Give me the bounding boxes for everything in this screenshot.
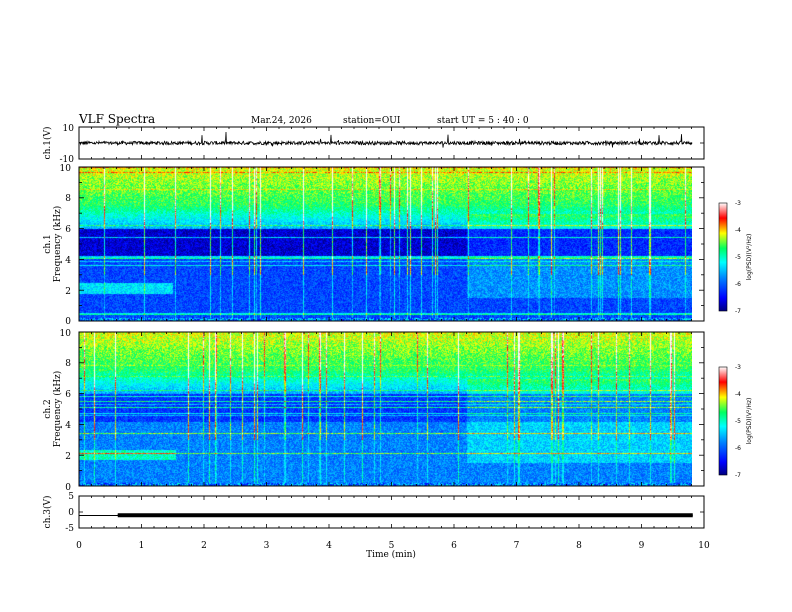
x-axis-label: Time (min): [366, 549, 416, 560]
ch3-ytick: 5: [68, 492, 74, 502]
x-tick-label: 4: [326, 541, 332, 551]
ch2-spec-ytick: 2: [65, 452, 71, 462]
date-label: Mar.24, 2026: [251, 116, 312, 126]
x-tick-label: 2: [201, 541, 207, 551]
ch1-cbar-tick: -6: [735, 281, 741, 288]
x-tick-label: 7: [514, 541, 520, 551]
ch2-frequency-ylabel: Frequency (kHz): [52, 371, 63, 448]
ch1-waveform-ylabel: ch.1(V): [42, 127, 53, 160]
ch1-spectrogram-image: [79, 167, 692, 321]
ch2-cbar-tick: -5: [735, 418, 741, 425]
ch2-colorbar-label: log(PSD)(V²/Hz): [746, 398, 753, 445]
ch1-frequency-ylabel: Frequency (kHz): [52, 206, 63, 283]
x-tick-label: 6: [451, 541, 457, 551]
ch1-colorbar-label: log(PSD)(V²/Hz): [746, 234, 753, 281]
ch2-spec-ytick: 10: [60, 329, 72, 339]
figure-title: VLF Spectra: [78, 112, 155, 126]
ch3-ytick: -5: [65, 524, 74, 534]
ch2-cbar-tick: -6: [735, 445, 741, 452]
ch1-spec-ytick: 10: [60, 164, 72, 174]
x-tick-label: 8: [576, 541, 582, 551]
x-tick-label: 9: [639, 541, 645, 551]
ch1-channel-label: ch.1: [43, 234, 53, 253]
ch2-spec-ytick: 8: [65, 359, 71, 369]
ch2-spectrogram-panel: 0 2 4 6 8 10 ch.2 Frequency (kHz): [43, 329, 704, 493]
start-time-label: start UT = 5 : 40 : 0: [437, 116, 529, 126]
ch2-spec-ytick: 6: [65, 390, 71, 400]
x-tick-label: 1: [139, 541, 145, 551]
ch2-spectrogram-image: [79, 332, 692, 486]
ch3-ytick: 0: [68, 508, 74, 518]
vlf-spectra-figure: VLF Spectra Mar.24, 2026 station=OUI sta…: [0, 0, 792, 612]
ch3-waveform-ylabel: ch.3(V): [42, 496, 53, 529]
station-label: station=OUI: [343, 116, 401, 126]
ch1-colorbar: -3 -4 -5 -6 -7 log(PSD)(V²/Hz): [719, 200, 753, 315]
ch1-ytick-top: 10: [63, 124, 75, 134]
x-tick-label: 10: [698, 541, 710, 551]
ch1-spec-ytick: 0: [65, 317, 71, 327]
ch1-spec-ytick: 4: [65, 256, 71, 266]
ch2-cbar-tick: -4: [735, 391, 741, 398]
x-axis: 0 1 2 3 4 5 6 7 8 9 10 Time (min): [76, 541, 710, 560]
ch1-cbar-tick: -5: [735, 254, 741, 261]
ch2-colorbar: -3 -4 -5 -6 -7 log(PSD)(V²/Hz): [719, 364, 753, 479]
ch1-cbar-tick: -4: [735, 227, 741, 234]
ch1-spec-ytick: 6: [65, 225, 71, 235]
x-tick-label: 0: [76, 541, 82, 551]
ch1-cbar-tick: -7: [735, 308, 741, 315]
ch1-cbar-tick: -3: [735, 200, 741, 207]
ch1-spec-ytick: 8: [65, 194, 71, 204]
ch2-spec-ytick: 4: [65, 421, 71, 431]
ch2-channel-label: ch.2: [43, 399, 53, 418]
ch2-cbar-tick: -3: [735, 364, 741, 371]
ch2-cbar-tick: -7: [735, 472, 741, 479]
x-tick-label: 3: [264, 541, 270, 551]
ch1-spec-ytick: 2: [65, 287, 71, 297]
ch1-spectrogram-panel: 0 2 4 6 8 10 ch.1 Frequency (kHz): [43, 164, 704, 327]
